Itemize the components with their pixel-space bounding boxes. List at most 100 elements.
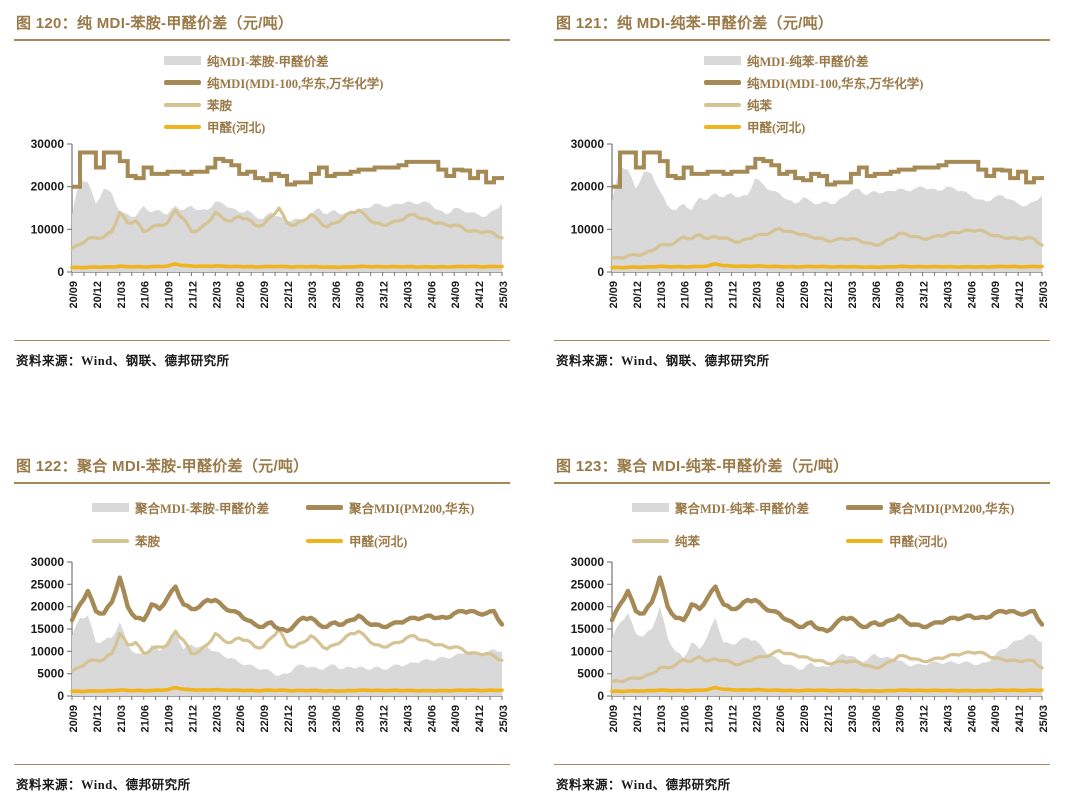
svg-text:20/09: 20/09	[608, 281, 620, 309]
legend-line-swatch	[92, 538, 129, 543]
chart-plot-wrap: 0 5000 10000 15000 20000 25000 30000 20/09 20/12…	[554, 556, 1050, 760]
svg-text:30000: 30000	[31, 138, 65, 151]
svg-text:22/03: 22/03	[751, 705, 763, 733]
legend-label: 苯胺	[135, 535, 161, 549]
svg-text:22/06: 22/06	[775, 281, 787, 309]
svg-text:21/12: 21/12	[727, 281, 739, 309]
divider	[14, 764, 510, 765]
svg-text:0: 0	[597, 265, 604, 279]
legend-label: 纯苯	[747, 99, 773, 113]
legend-label: 苯胺	[207, 99, 233, 113]
legend-label: 聚合MDI-纯苯-甲醛价差	[675, 502, 810, 516]
divider	[14, 340, 510, 341]
legend-line-swatch	[704, 124, 741, 129]
legend-item: 聚合MDI(PM200,华东)	[306, 498, 510, 517]
legend-line-swatch	[846, 505, 883, 510]
legend-line-swatch	[164, 124, 201, 129]
legend-item: 甲醛(河北)	[306, 531, 510, 550]
chart-canvas: 0 5000 10000 15000 20000 25000 30000 20/09 20/12…	[571, 556, 1050, 733]
svg-text:10000: 10000	[31, 644, 65, 658]
svg-text:24/03: 24/03	[402, 705, 414, 733]
svg-text:23/03: 23/03	[847, 705, 859, 733]
svg-text:21/03: 21/03	[116, 705, 128, 733]
svg-text:21/06: 21/06	[680, 281, 692, 309]
chart-canvas: 0 10000 20000 30000 20/09 20/12 21/03 21/06 21/0…	[571, 138, 1050, 309]
svg-text:23/06: 23/06	[871, 281, 883, 309]
svg-text:22/03: 22/03	[211, 705, 223, 733]
svg-text:25/03: 25/03	[1038, 705, 1050, 733]
legend-item: 苯胺	[164, 95, 510, 114]
source-note: 资料来源：Wind、德邦研究所	[556, 778, 731, 792]
svg-text:22/09: 22/09	[799, 705, 811, 733]
svg-text:0: 0	[597, 689, 604, 703]
legend-line-swatch	[704, 80, 741, 85]
legend-item: 聚合MDI(PM200,华东)	[846, 498, 1050, 517]
svg-text:21/06: 21/06	[680, 705, 692, 733]
svg-text:25000: 25000	[571, 577, 605, 591]
svg-text:23/12: 23/12	[379, 281, 391, 309]
svg-text:21/12: 21/12	[187, 705, 199, 733]
svg-text:21/12: 21/12	[187, 281, 199, 309]
svg-text:15000: 15000	[31, 622, 65, 636]
svg-text:23/12: 23/12	[379, 705, 391, 733]
chart-card-121: 图 121：纯 MDI-纯苯-甲醛价差（元/吨） 纯MDI-纯苯-甲醛价差 纯MD…	[554, 8, 1050, 369]
chart-plot-wrap: 0 10000 20000 30000 20/09 20/12 21/03 21/06 21/0…	[14, 138, 510, 336]
svg-text:23/12: 23/12	[919, 281, 931, 309]
legend-item: 纯MDI-苯胺-甲醛价差	[164, 51, 510, 70]
legend-item: 苯胺	[92, 531, 306, 550]
source-note: 资料来源：Wind、钢联、德邦研究所	[16, 354, 230, 368]
legend-item: 甲醛(河北)	[164, 117, 510, 136]
svg-text:23/09: 23/09	[355, 281, 367, 309]
svg-text:15000: 15000	[571, 622, 605, 636]
svg-text:30000: 30000	[571, 138, 605, 151]
legend-label: 甲醛(河北)	[747, 121, 806, 135]
svg-text:10000: 10000	[31, 222, 65, 236]
svg-text:22/06: 22/06	[235, 281, 247, 309]
svg-text:23/06: 23/06	[331, 705, 343, 733]
svg-text:24/06: 24/06	[966, 281, 978, 309]
svg-text:21/03: 21/03	[656, 281, 668, 309]
legend-item: 甲醛(河北)	[846, 531, 1050, 550]
legend-label: 纯苯	[675, 535, 701, 549]
svg-text:24/06: 24/06	[426, 281, 438, 309]
svg-text:25/03: 25/03	[498, 281, 510, 309]
chart-canvas: 0 10000 20000 30000 20/09 20/12 21/03 21/06 21/0…	[31, 138, 510, 309]
svg-text:24/06: 24/06	[426, 705, 438, 733]
svg-text:30000: 30000	[571, 556, 605, 569]
legend-line-swatch	[846, 538, 883, 543]
chart-card-120: 图 120：纯 MDI-苯胺-甲醛价差（元/吨） 纯MDI-苯胺-甲醛价差 纯MD…	[14, 8, 510, 369]
chart-title: 图 121：纯 MDI-纯苯-甲醛价差（元/吨）	[554, 8, 1050, 41]
svg-text:20/12: 20/12	[632, 705, 644, 733]
svg-text:22/09: 22/09	[259, 705, 271, 733]
svg-text:23/09: 23/09	[895, 281, 907, 309]
legend-label: 聚合MDI-苯胺-甲醛价差	[135, 502, 270, 516]
legend-label: 纯MDI(MDI-100,华东,万华化学)	[747, 77, 924, 91]
legend-item: 聚合MDI-苯胺-甲醛价差	[92, 498, 306, 517]
legend-item: 纯MDI(MDI-100,华东,万华化学)	[704, 73, 1050, 92]
svg-text:21/12: 21/12	[727, 705, 739, 733]
svg-text:21/06: 21/06	[140, 705, 152, 733]
legend-item: 甲醛(河北)	[704, 117, 1050, 136]
svg-text:24/12: 24/12	[1014, 281, 1026, 309]
svg-text:24/03: 24/03	[942, 281, 954, 309]
svg-text:21/09: 21/09	[164, 281, 176, 309]
svg-text:22/12: 22/12	[823, 705, 835, 733]
legend-item: 聚合MDI-纯苯-甲醛价差	[632, 498, 846, 517]
legend-line-swatch	[164, 80, 201, 85]
svg-text:21/03: 21/03	[116, 281, 128, 309]
svg-text:23/06: 23/06	[871, 705, 883, 733]
legend-label: 聚合MDI(PM200,华东)	[889, 502, 1015, 516]
svg-text:24/12: 24/12	[474, 705, 486, 733]
legend-area-swatch	[632, 503, 669, 512]
chart-legend: 聚合MDI-纯苯-甲醛价差 聚合MDI(PM200,华东) 纯苯 甲醛(河北)	[632, 498, 1050, 550]
chart-canvas: 0 5000 10000 15000 20000 25000 30000 20/09 20/12…	[31, 556, 510, 733]
legend-area-swatch	[164, 56, 201, 65]
svg-text:24/03: 24/03	[402, 281, 414, 309]
svg-text:23/09: 23/09	[895, 705, 907, 733]
svg-text:25/03: 25/03	[1038, 281, 1050, 309]
svg-text:5000: 5000	[37, 667, 64, 681]
svg-text:22/09: 22/09	[799, 281, 811, 309]
svg-text:24/09: 24/09	[450, 705, 462, 733]
legend-area-swatch	[704, 56, 741, 65]
svg-text:21/09: 21/09	[164, 705, 176, 733]
